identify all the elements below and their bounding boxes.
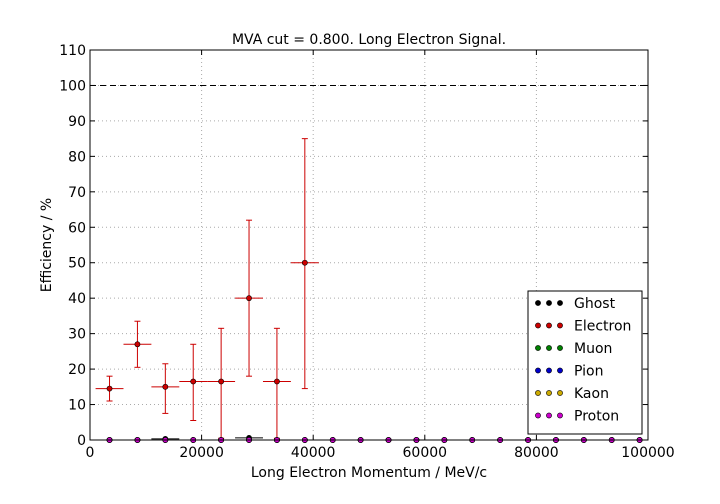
- x-axis-label: Long Electron Momentum / MeV/c: [251, 465, 487, 481]
- legend-marker: [557, 367, 563, 374]
- legend-label-pion: Pion: [574, 364, 603, 380]
- y-tick-label: 110: [59, 43, 86, 59]
- legend-marker: [546, 322, 552, 329]
- legend-marker: [535, 345, 541, 351]
- x-tick-label: 0: [86, 445, 95, 461]
- x-tick-label: 80000: [514, 445, 559, 461]
- data-point: [190, 378, 197, 385]
- x-tick-label: 60000: [403, 445, 448, 461]
- data-point: [301, 259, 308, 266]
- series-ghost: [106, 434, 643, 443]
- legend-label-proton: Proton: [574, 409, 619, 425]
- legend-marker: [535, 367, 541, 374]
- data-point: [274, 378, 280, 385]
- legend-marker: [546, 367, 552, 374]
- series-electron: [95, 138, 319, 439]
- legend-marker: [546, 390, 552, 396]
- data-point: [106, 385, 113, 392]
- legend-label-muon: Muon: [574, 341, 612, 357]
- legend-marker: [546, 300, 552, 306]
- legend-marker: [535, 412, 541, 419]
- legend-marker: [546, 345, 552, 351]
- y-tick-label: 0: [77, 433, 86, 449]
- plot-frame: [89, 49, 649, 441]
- y-tick-label: 30: [68, 327, 86, 343]
- x-tick-label: 20000: [179, 445, 224, 461]
- legend-marker: [557, 322, 563, 329]
- y-tick-label: 90: [68, 114, 86, 130]
- legend-marker: [546, 412, 552, 419]
- y-tick-label: 60: [68, 220, 86, 236]
- y-axis-label: Efficiency / %: [39, 198, 55, 292]
- y-tick-label: 50: [68, 256, 86, 272]
- legend-label-electron: Electron: [574, 319, 631, 335]
- y-tick-label: 20: [68, 362, 86, 378]
- chart-title: MVA cut = 0.800. Long Electron Signal.: [232, 32, 506, 48]
- legend-label-kaon: Kaon: [574, 386, 609, 402]
- legend-marker: [535, 322, 541, 329]
- legend: Ghost Electron Muon Pion Kaon Proton: [527, 290, 643, 435]
- legend-marker: [557, 300, 563, 306]
- legend-marker: [535, 390, 541, 396]
- data-point: [134, 341, 141, 348]
- data-point: [218, 378, 225, 385]
- axis-ticks: 0 20000 40000 60000 80000 100000 0 10 20 30 40 50 60…: [59, 43, 674, 461]
- data-point: [162, 383, 169, 390]
- legend-marker: [535, 300, 541, 306]
- y-tick-label: 80: [68, 149, 86, 165]
- data-point: [246, 295, 252, 302]
- legend-marker: [557, 345, 563, 351]
- y-tick-label: 100: [59, 78, 86, 94]
- legend-marker: [557, 412, 563, 419]
- x-tick-label: 40000: [291, 445, 336, 461]
- legend-box: [527, 290, 643, 435]
- legend-label-ghost: Ghost: [574, 296, 616, 312]
- y-tick-label: 70: [68, 185, 86, 201]
- legend-marker: [557, 390, 563, 396]
- y-tick-label: 40: [68, 291, 86, 307]
- x-tick-label: 100000: [621, 445, 674, 461]
- y-tick-label: 10: [68, 398, 86, 414]
